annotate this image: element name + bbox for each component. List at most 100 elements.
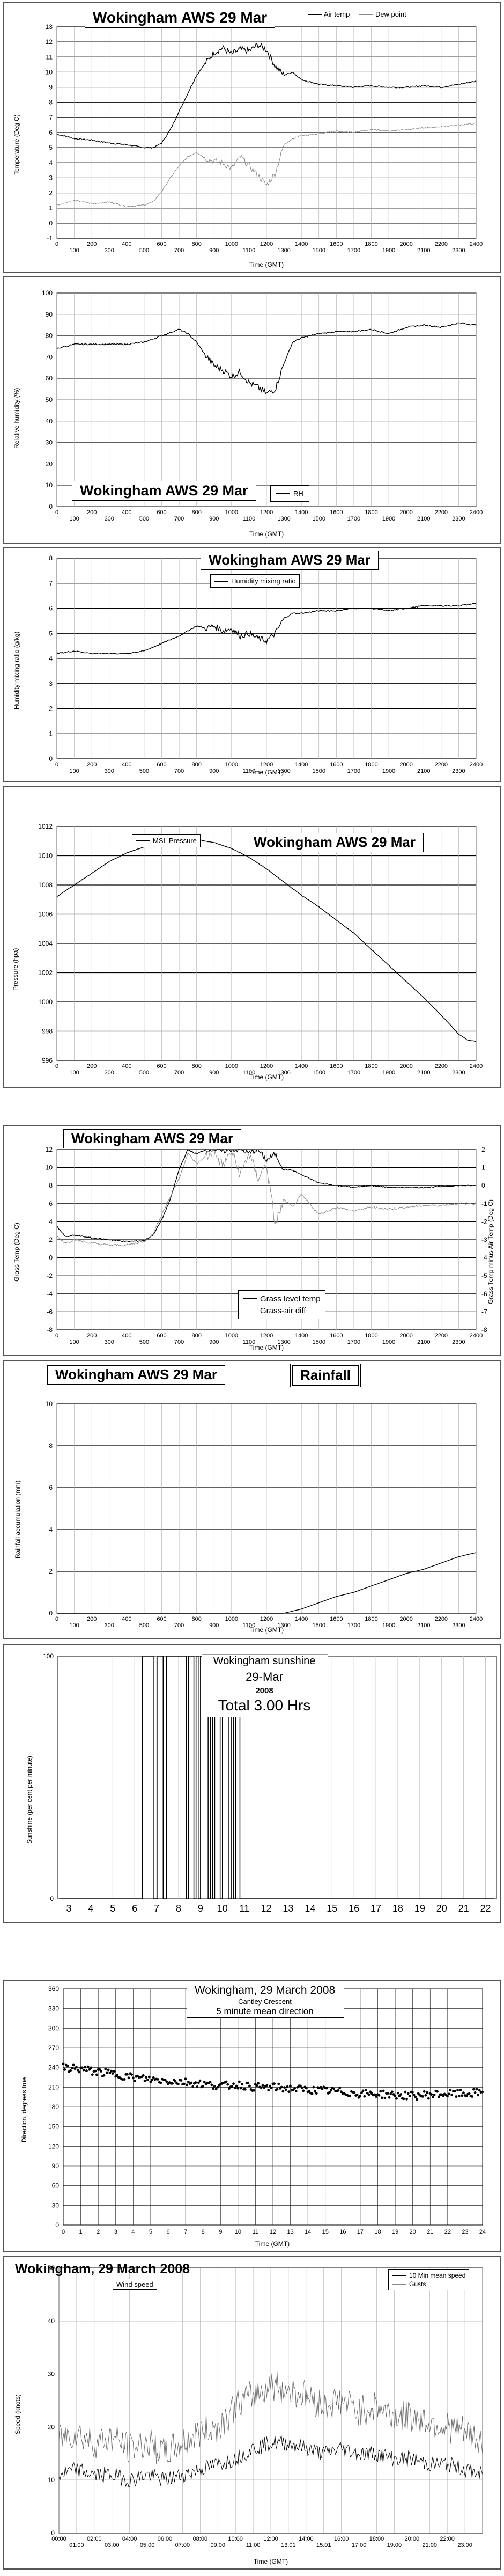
data-point xyxy=(349,2094,352,2097)
y-tick-label: 2 xyxy=(49,1568,53,1575)
chart-year: 2008 xyxy=(255,1686,273,1695)
x-tick-label: 12 xyxy=(270,2229,276,2235)
x-tick-label: 00:00 xyxy=(51,2536,66,2542)
chart-title: Wokingham, 29 March 2008 xyxy=(194,1984,336,1996)
x-tick-label: 1800 xyxy=(365,241,377,247)
x-tick-label: 1700 xyxy=(347,768,360,774)
y-tick-label: 6 xyxy=(49,129,53,136)
x-tick-label: 0 xyxy=(55,762,58,768)
y-tick-label: 1000 xyxy=(38,998,53,1006)
x-tick-label: 900 xyxy=(209,247,219,254)
data-point xyxy=(377,2094,381,2097)
x-tick-label: 0 xyxy=(55,1616,58,1622)
data-point xyxy=(373,2093,376,2096)
x-tick-label: 2000 xyxy=(399,762,412,768)
x-tick-label: 2100 xyxy=(417,1070,430,1076)
data-point xyxy=(281,2090,285,2093)
x-tick-label: 600 xyxy=(157,762,166,768)
data-point xyxy=(396,2091,399,2095)
x-tick-label: 8 xyxy=(202,2229,205,2235)
data-point xyxy=(198,2079,202,2082)
x-tick-label: 14 xyxy=(305,2229,311,2235)
data-point xyxy=(383,2096,387,2099)
data-point xyxy=(213,2085,216,2088)
y-tick-label: 11 xyxy=(46,53,53,61)
x-tick-label: 21 xyxy=(458,1903,469,1914)
x-tick-label: 1400 xyxy=(295,509,308,516)
data-point xyxy=(236,2087,240,2090)
data-point xyxy=(95,2073,98,2076)
x-axis-label: Time (GMT) xyxy=(249,1344,284,1351)
data-point xyxy=(90,2066,92,2069)
data-point xyxy=(450,2094,454,2096)
x-tick-label: 400 xyxy=(122,509,131,516)
data-point xyxy=(337,2089,340,2092)
x-tick-label: 1200 xyxy=(260,1063,273,1070)
x-tick-label: 9 xyxy=(198,1903,203,1914)
x-tick-label: 1000 xyxy=(225,1063,238,1070)
data-point xyxy=(447,2092,450,2096)
y-tick-label: 50 xyxy=(48,2264,55,2272)
data-point xyxy=(355,2094,359,2097)
x-tick-label: 700 xyxy=(174,1622,184,1629)
x-tick-label: 08:00 xyxy=(193,2536,208,2542)
x-tick-label: 1300 xyxy=(277,516,290,522)
x-tick-label: 800 xyxy=(191,1616,201,1622)
data-point xyxy=(88,2068,91,2071)
data-point xyxy=(468,2092,471,2095)
x-tick-label: 200 xyxy=(87,1616,97,1622)
data-point xyxy=(424,2094,427,2097)
x-tick-label: 100 xyxy=(69,247,79,254)
y-axis-label: Grass Temp (Deg C) xyxy=(13,1223,20,1282)
x-tick-label: 04:00 xyxy=(122,2536,137,2542)
x-tick-label: 2100 xyxy=(417,1339,430,1345)
data-point xyxy=(286,2085,289,2088)
y-right-tick-label: -1 xyxy=(481,1200,487,1208)
data-point xyxy=(116,2073,118,2076)
data-point xyxy=(330,2089,332,2091)
x-tick-label: 100 xyxy=(69,1339,79,1345)
x-tick-label: 1600 xyxy=(330,1333,343,1339)
y-tick-label: 2 xyxy=(49,1236,53,1243)
data-point xyxy=(164,2079,167,2081)
x-tick-label: 1900 xyxy=(382,1622,395,1629)
data-point xyxy=(75,2066,78,2069)
y-right-tick-label: -2 xyxy=(481,1218,487,1225)
x-tick-label: 1200 xyxy=(260,509,273,516)
x-tick-label: 300 xyxy=(105,768,114,774)
y-tick-label: 1004 xyxy=(38,940,53,947)
y-tick-label: 20 xyxy=(46,460,53,467)
chart-legend: MSL Pressure xyxy=(132,834,201,847)
data-point xyxy=(320,2085,322,2089)
data-point xyxy=(241,2083,244,2086)
y-axis-label: Sunshine (per cent per minute) xyxy=(26,1755,33,1844)
data-point xyxy=(147,2075,151,2079)
data-point xyxy=(78,2070,81,2074)
data-point xyxy=(177,2083,180,2085)
data-point xyxy=(130,2073,133,2076)
y-tick-label: 1 xyxy=(49,204,53,212)
chart-panel-grass-temp: -8 -6 -4 -2 0 2 4 6 8 10 12 0 200 400 600 800 1000 1200 14… xyxy=(3,1125,501,1356)
data-point xyxy=(308,2090,311,2092)
data-point xyxy=(151,2078,153,2081)
data-point xyxy=(287,2090,291,2094)
data-point xyxy=(91,2073,94,2076)
x-tick-label: 16 xyxy=(339,2229,346,2235)
x-tick-label: 3 xyxy=(114,2229,117,2235)
legend-label: MSL Pressure xyxy=(153,837,197,845)
data-point xyxy=(421,2095,424,2098)
data-point xyxy=(404,2090,407,2094)
chart-title: Wokingham AWS 29 Mar xyxy=(63,1129,241,1148)
x-tick-label: 2400 xyxy=(470,762,483,768)
data-point xyxy=(171,2082,174,2085)
y-tick-label: 0 xyxy=(49,219,53,227)
data-point xyxy=(261,2084,264,2087)
data-point xyxy=(453,2090,456,2093)
x-tick-label: 22 xyxy=(480,1903,491,1914)
data-point xyxy=(184,2077,187,2081)
x-tick-label: 09:00 xyxy=(210,2542,225,2549)
x-tick-label: 800 xyxy=(191,509,201,516)
x-tick-label: 11 xyxy=(239,1903,249,1914)
y-tick-label: 1010 xyxy=(38,852,53,860)
x-axis-label: Time (GMT) xyxy=(249,769,284,776)
